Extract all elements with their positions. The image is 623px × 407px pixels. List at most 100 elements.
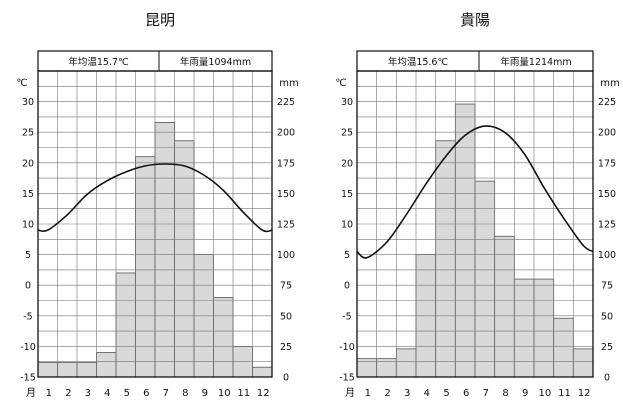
month-label: 6 (143, 388, 149, 399)
chart-title: 貴陽 (460, 11, 490, 29)
precip-bar (572, 348, 594, 378)
precip-tick-label: 0 (604, 373, 610, 384)
month-label: 2 (65, 388, 71, 399)
month-label: 5 (124, 388, 130, 399)
precip-bar (494, 235, 515, 378)
precip-bar (96, 352, 117, 378)
month-label: 9 (202, 388, 208, 399)
precip-bar (376, 358, 397, 378)
precip-bar (252, 366, 273, 378)
precip-tick-label: 0 (283, 373, 289, 384)
precip-tick-label: 100 (598, 250, 616, 261)
precip-tick-label: 150 (277, 189, 295, 200)
precip-bar (174, 140, 195, 378)
right-axis-unit: mm (279, 78, 298, 89)
temp-tick-label: 5 (25, 250, 31, 261)
plot-frame (37, 70, 273, 378)
temp-tick-label: 15 (22, 189, 34, 200)
precip-bar (395, 348, 417, 378)
temp-tick-label: 20 (22, 158, 34, 169)
precip-tick-label: 225 (598, 97, 616, 108)
month-label: 4 (104, 388, 110, 399)
precip-tick-label: 25 (280, 342, 292, 353)
precip-bar (154, 122, 175, 378)
precip-bar (435, 140, 456, 378)
precip-bar (513, 278, 535, 378)
precip-bar (533, 278, 555, 378)
precip-tick-label: 25 (601, 342, 613, 353)
precip-tick-label: 150 (598, 189, 616, 200)
temp-tick-label: 25 (341, 128, 353, 139)
annual-precip-label: 年雨量1094mm (180, 56, 251, 68)
precip-tick-label: 100 (277, 250, 295, 261)
precip-tick-label: 175 (277, 158, 295, 169)
precip-bar (76, 361, 97, 378)
precip-tick-label: 225 (277, 97, 295, 108)
month-label: 8 (182, 388, 188, 399)
temp-tick-label: -15 (339, 373, 355, 384)
month-label: 12 (257, 388, 270, 399)
precip-tick-label: 200 (277, 128, 295, 139)
precip-bar (115, 272, 136, 378)
month-label: 9 (522, 388, 528, 399)
precip-bar (454, 103, 476, 378)
precip-tick-label: 50 (601, 311, 613, 322)
temp-tick-label: 0 (344, 281, 350, 292)
precip-tick-label: 125 (277, 220, 295, 231)
temperature-line (356, 125, 594, 259)
precip-tick-label: 50 (280, 311, 292, 322)
temperature-line (37, 163, 273, 233)
month-label: 11 (237, 388, 250, 399)
temp-tick-label: 30 (341, 97, 353, 108)
month-label: 5 (443, 388, 449, 399)
temp-tick-label: 25 (22, 128, 34, 139)
temp-tick-label: -15 (20, 373, 36, 384)
precip-bar (135, 156, 156, 378)
precip-tick-label: 175 (598, 158, 616, 169)
left-axis-unit: ℃ (335, 78, 346, 89)
precip-tick-label: 125 (598, 220, 616, 231)
precip-bar (553, 317, 574, 378)
temp-tick-label: -10 (20, 342, 36, 353)
temp-tick-label: 20 (341, 158, 353, 169)
temp-tick-label: 15 (341, 189, 353, 200)
right-axis-unit: mm (600, 78, 619, 89)
month-label: 10 (538, 388, 551, 399)
left-axis-unit: ℃ (16, 78, 27, 89)
month-label: 11 (558, 388, 571, 399)
temp-tick-label: -5 (342, 311, 351, 322)
temp-tick-label: 10 (341, 220, 353, 231)
precip-tick-label: 75 (601, 281, 613, 292)
plot-frame (356, 70, 594, 378)
temp-tick-label: 5 (344, 250, 350, 261)
precip-tick-label: 75 (280, 281, 292, 292)
temp-tick-label: 0 (25, 281, 31, 292)
month-label: 2 (384, 388, 390, 399)
precip-tick-label: 200 (598, 128, 616, 139)
temp-tick-label: -5 (23, 311, 32, 322)
month-label: 1 (365, 388, 371, 399)
precip-bar (57, 361, 78, 378)
month-label: 7 (483, 388, 489, 399)
temp-tick-label: 30 (22, 97, 34, 108)
temp-tick-label: 10 (22, 220, 34, 231)
month-label: 7 (163, 388, 169, 399)
month-axis-prefix: 月 (26, 387, 36, 399)
month-label: 1 (46, 388, 52, 399)
month-label: 10 (218, 388, 231, 399)
annual-precip-label: 年雨量1214mm (500, 56, 571, 68)
chart-title: 昆明 (145, 11, 175, 29)
precip-bar (213, 297, 234, 378)
month-label: 8 (502, 388, 508, 399)
month-label: 12 (578, 388, 591, 399)
temp-tick-label: -10 (339, 342, 355, 353)
annual-temp-label: 年均温15.7℃ (68, 56, 129, 68)
precip-bar (474, 180, 496, 378)
month-label: 6 (463, 388, 469, 399)
month-label: 3 (85, 388, 91, 399)
month-axis-prefix: 月 (345, 387, 355, 399)
